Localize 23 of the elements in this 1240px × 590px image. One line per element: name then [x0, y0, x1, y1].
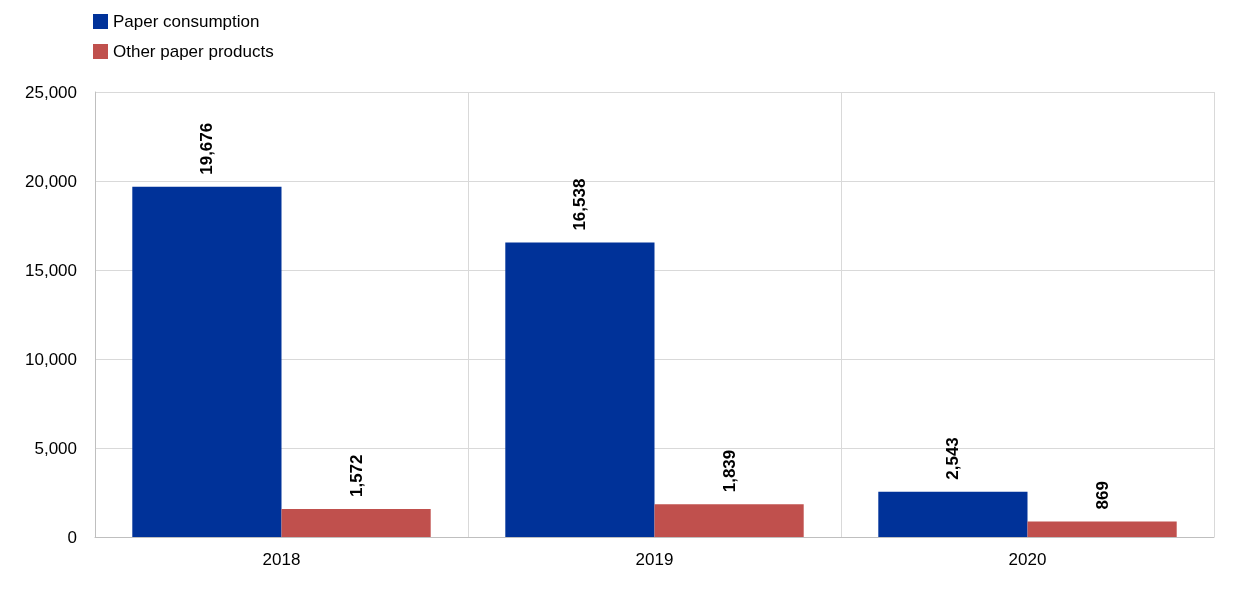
- data-label: 16,538: [570, 178, 590, 231]
- data-label: 2,543: [943, 437, 963, 480]
- bar: [878, 491, 1028, 537]
- data-label: 19,676: [197, 122, 217, 175]
- data-label: 1,572: [346, 454, 366, 498]
- y-tick-label: 25,000: [25, 82, 77, 102]
- bar: [281, 509, 431, 537]
- y-tick-label: 20,000: [25, 171, 77, 191]
- y-tick-label: 15,000: [25, 260, 77, 280]
- bar: [132, 186, 282, 537]
- y-tick-label: 0: [67, 527, 77, 547]
- x-tick-label: 2019: [635, 550, 674, 569]
- bar: [654, 504, 804, 537]
- bar: [505, 242, 655, 537]
- legend-label: Other paper products: [113, 42, 274, 61]
- legend-label: Paper consumption: [113, 12, 260, 31]
- bar: [1027, 521, 1177, 537]
- x-tick-label: 2018: [262, 550, 301, 569]
- data-label: 869: [1092, 481, 1112, 510]
- data-label: 1,839: [719, 449, 739, 493]
- y-tick-label: 5,000: [34, 438, 77, 458]
- y-tick-label: 10,000: [25, 349, 77, 369]
- x-tick-label: 2020: [1008, 550, 1047, 569]
